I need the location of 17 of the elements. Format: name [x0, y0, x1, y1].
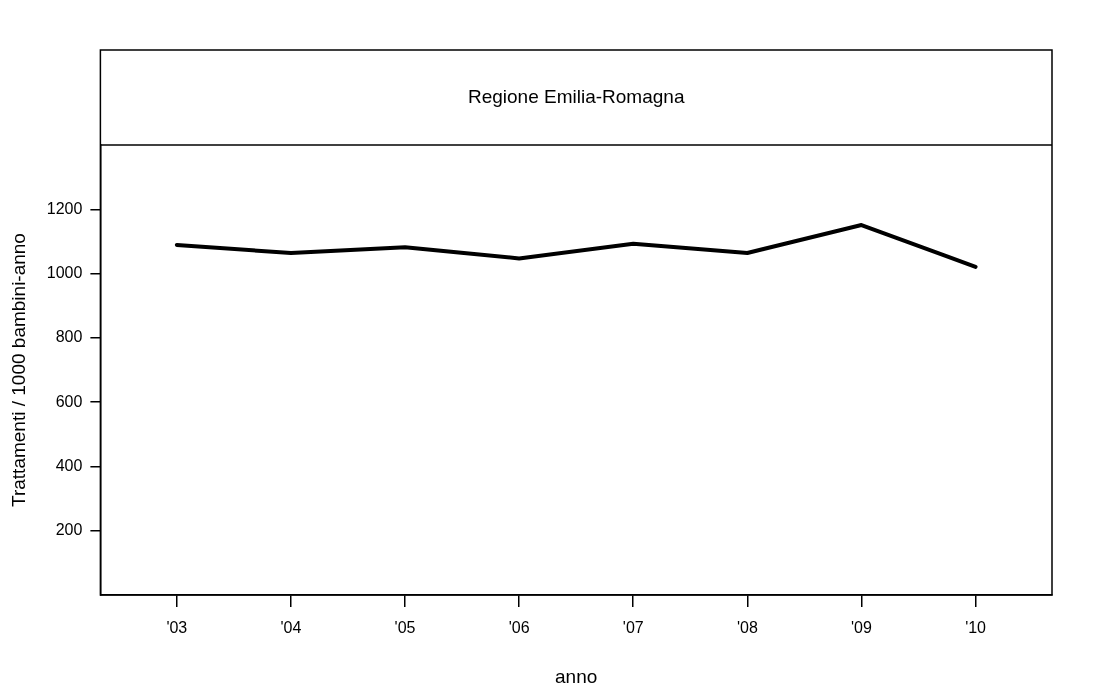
- y-axis-title: Trattamenti / 1000 bambini-anno: [7, 233, 29, 507]
- x-tick-label: '04: [280, 619, 302, 637]
- y-tick-label: 1000: [46, 263, 83, 281]
- x-tick-label: '08: [736, 619, 758, 637]
- y-tick-label: 200: [55, 521, 83, 539]
- y-tick-label: 600: [55, 392, 83, 410]
- x-tick-label: '05: [394, 619, 416, 637]
- y-tick-label: 400: [55, 456, 83, 474]
- x-tick-label: '06: [508, 619, 530, 637]
- x-tick-label: '03: [166, 619, 188, 637]
- x-axis-title: anno: [555, 665, 598, 687]
- x-tick-label: '10: [965, 619, 987, 637]
- chart-title: Regione Emilia-Romagna: [467, 85, 685, 107]
- x-tick-label: '09: [851, 619, 872, 637]
- x-tick-label: '07: [622, 619, 644, 637]
- y-tick-label: 800: [55, 328, 83, 346]
- y-tick-label: 1200: [46, 199, 83, 217]
